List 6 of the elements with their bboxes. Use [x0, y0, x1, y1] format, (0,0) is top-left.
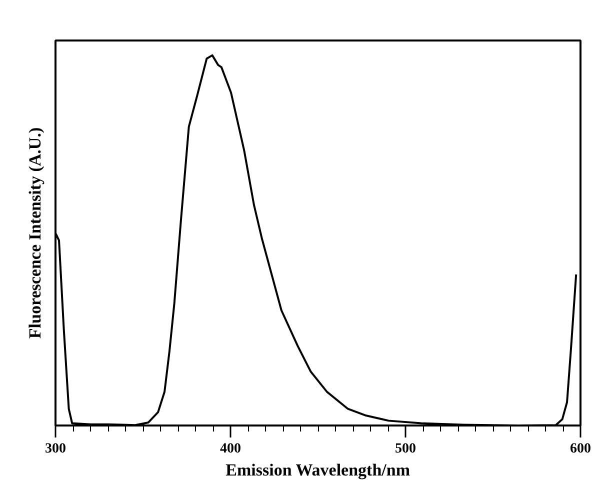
y-axis-title: Fluorescence Intensity (A.U.): [26, 127, 44, 339]
x-tick-label: 400: [220, 442, 241, 456]
x-axis-title: Emission Wavelength/nm: [226, 460, 410, 480]
x-tick-label: 300: [45, 442, 66, 456]
x-tick-label: 600: [570, 442, 591, 456]
x-tick-label: 500: [395, 442, 416, 456]
